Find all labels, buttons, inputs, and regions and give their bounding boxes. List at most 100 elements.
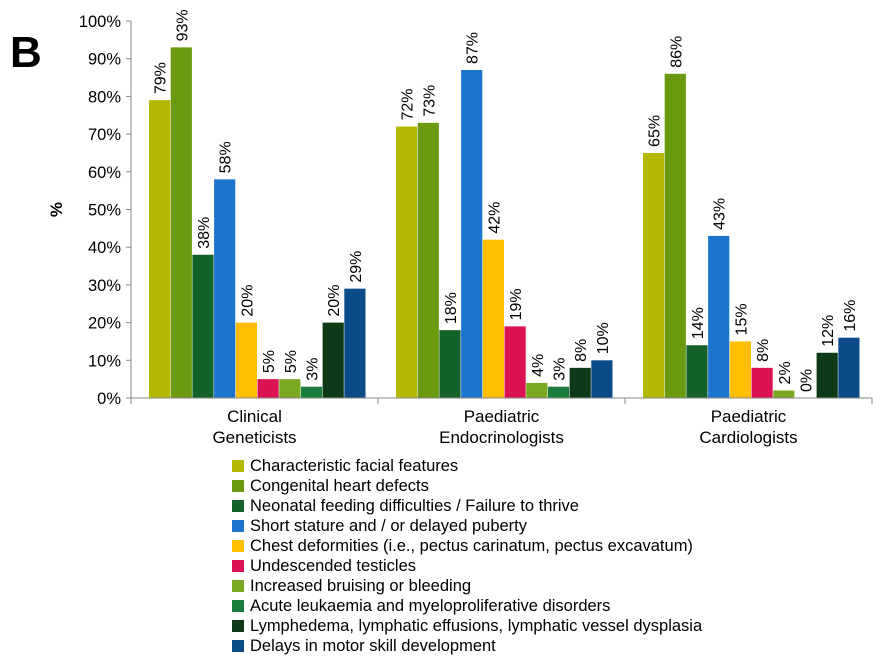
data-label: 20% [239, 285, 256, 317]
legend-item: Short stature and / or delayed puberty [232, 516, 702, 536]
bar [591, 360, 613, 398]
legend-label: Congenital heart defects [250, 476, 429, 495]
y-tick-label: 100% [79, 13, 122, 31]
y-tick-label: 0% [97, 390, 121, 408]
y-tick-label: 20% [88, 315, 121, 333]
data-label: 93% [174, 9, 191, 41]
bar [192, 254, 214, 398]
x-category-label: Cardiologists [699, 428, 797, 447]
data-label: 72% [400, 89, 417, 121]
bar [279, 379, 301, 398]
bar [322, 322, 344, 398]
bar [569, 367, 591, 398]
bar [729, 341, 751, 398]
data-label: 29% [348, 251, 365, 283]
x-category-label: Clinical [227, 407, 282, 426]
data-label: 20% [326, 285, 343, 317]
data-label: 86% [668, 36, 685, 68]
legend-swatch [232, 460, 244, 472]
legend-label: Undescended testicles [250, 556, 417, 575]
legend-swatch [232, 540, 244, 552]
bar [417, 122, 439, 398]
legend-item: Characteristic facial features [232, 456, 702, 476]
bar [838, 337, 860, 398]
legend-item: Undescended testicles [232, 556, 702, 576]
legend-swatch [232, 480, 244, 492]
data-label: 2% [777, 361, 794, 384]
legend-item: Congenital heart defects [232, 476, 702, 496]
legend-item: Delays in motor skill development [232, 636, 702, 656]
data-label: 14% [690, 307, 707, 339]
bar-chart: 0% 10% 20% 30% 40% 50% 60% 70% 80% 90% 100%% 79% 72%… [47, 9, 873, 447]
legend-label: Characteristic facial features [250, 456, 459, 475]
bar [643, 152, 665, 398]
bar [439, 330, 461, 398]
bar [664, 73, 686, 398]
legend-swatch [232, 560, 244, 572]
legend-swatch [232, 600, 244, 612]
bar [482, 239, 504, 398]
data-label: 19% [508, 288, 525, 320]
y-tick-label: 50% [88, 202, 121, 220]
bar [257, 379, 279, 398]
panel-label: B [10, 28, 42, 77]
y-tick-label: 30% [88, 277, 121, 295]
legend-label: Lymphedema, lymphatic effusions, lymphat… [250, 616, 703, 635]
bar [816, 352, 838, 398]
x-category-label: Geneticists [212, 428, 296, 447]
legend-swatch [232, 500, 244, 512]
data-label: 12% [820, 315, 837, 347]
bar [526, 382, 548, 398]
data-label: 73% [421, 85, 438, 117]
data-label: 5% [283, 350, 300, 373]
bar [300, 386, 323, 398]
data-label: 15% [733, 303, 750, 335]
bar [461, 70, 483, 398]
bar [686, 345, 708, 398]
legend-label: Delays in motor skill development [250, 636, 496, 655]
bar [773, 390, 795, 398]
legend-item: Increased bruising or bleeding [232, 576, 702, 596]
x-category-label: Paediatric [711, 407, 787, 426]
bar [547, 386, 570, 398]
data-label: 8% [755, 339, 772, 362]
data-label: 3% [552, 358, 569, 381]
data-label: 18% [443, 292, 460, 324]
x-category-label: Endocrinologists [439, 428, 564, 447]
data-label: 3% [305, 358, 322, 381]
legend-swatch [232, 640, 244, 652]
bar [344, 288, 366, 398]
data-label: 4% [530, 354, 547, 377]
y-tick-label: 10% [88, 352, 121, 370]
y-tick-label: 80% [88, 88, 121, 106]
legend-item: Neonatal feeding difficulties / Failure … [232, 496, 702, 516]
data-label: 16% [842, 300, 859, 332]
bar [504, 326, 526, 398]
legend-swatch [232, 520, 244, 532]
legend-item: Acute leukaemia and myeloproliferative d… [232, 596, 702, 616]
legend-label: Increased bruising or bleeding [250, 576, 472, 595]
legend-item: Lymphedema, lymphatic effusions, lymphat… [232, 616, 702, 636]
data-label: 42% [486, 202, 503, 234]
data-label: 43% [712, 198, 729, 230]
legend-label: Chest deformities (i.e., pectus carinatu… [250, 536, 693, 555]
legend-label: Neonatal feeding difficulties / Failure … [250, 496, 579, 515]
data-label: 79% [153, 62, 170, 94]
legend-swatch [232, 620, 244, 632]
data-label: 8% [573, 339, 590, 362]
bar [235, 322, 257, 398]
y-tick-label: 70% [88, 126, 121, 144]
data-label: 65% [647, 115, 664, 147]
bar [396, 126, 418, 398]
bar [149, 100, 171, 399]
bar [751, 367, 773, 398]
legend-label: Short stature and / or delayed puberty [250, 516, 528, 535]
data-label: 58% [218, 141, 235, 173]
y-tick-label: 90% [88, 51, 121, 69]
bar [170, 47, 192, 398]
legend: Characteristic facial features Congenital… [232, 456, 702, 656]
y-tick-label: 60% [88, 164, 121, 182]
bar [214, 179, 236, 398]
legend-item: Chest deformities (i.e., pectus carinatu… [232, 536, 702, 556]
x-category-label: Paediatric [464, 407, 540, 426]
